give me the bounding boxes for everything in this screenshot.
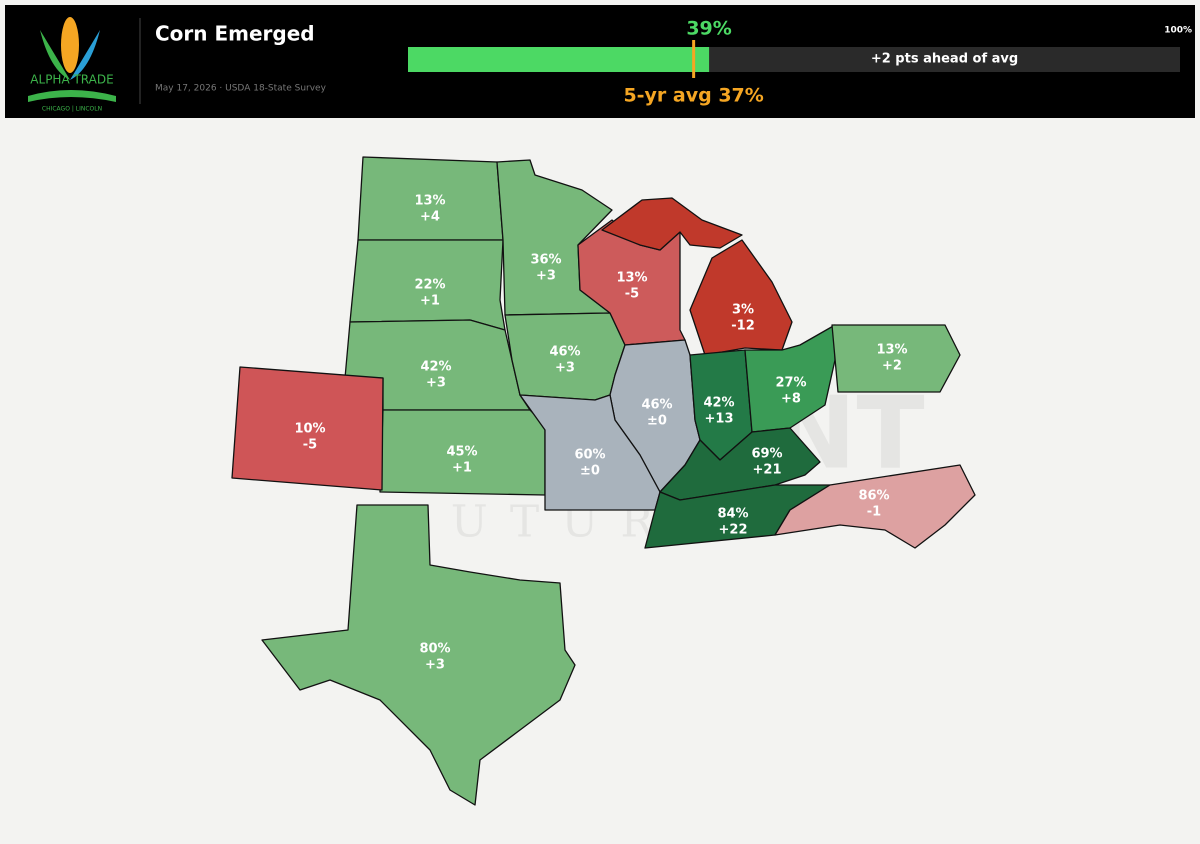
state-shape bbox=[519, 394, 661, 511]
state-pct: 13% bbox=[414, 194, 445, 209]
avg-label: 5-yr avg 37% bbox=[623, 85, 763, 107]
state-pct: 22% bbox=[414, 278, 445, 293]
state-change: +8 bbox=[781, 392, 801, 407]
state-change: ±0 bbox=[580, 464, 600, 479]
state-pct: 86% bbox=[858, 489, 889, 504]
logo-tagline: CHICAGO | LINCOLN bbox=[42, 106, 102, 113]
state-pct: 45% bbox=[446, 445, 477, 460]
state-change: +1 bbox=[452, 461, 472, 476]
state-change: +21 bbox=[753, 463, 782, 478]
map: 13%+422%+142%+345%+110%-536%+346%+313%-5… bbox=[231, 156, 976, 806]
state-change: +13 bbox=[705, 412, 734, 427]
state-pct: 46% bbox=[641, 398, 672, 413]
state-change: +3 bbox=[426, 376, 446, 391]
state-pct: 27% bbox=[775, 376, 806, 391]
state-change: +3 bbox=[425, 658, 445, 673]
state-change: -5 bbox=[303, 438, 317, 453]
state-change: -12 bbox=[731, 319, 755, 334]
logo-leaf bbox=[70, 30, 100, 80]
state-pct: 42% bbox=[703, 396, 734, 411]
state-shape bbox=[831, 324, 961, 393]
logo-corn bbox=[61, 17, 79, 73]
subtitle: May 17, 2026 · USDA 18-State Survey bbox=[155, 84, 327, 94]
state-pct: 42% bbox=[420, 360, 451, 375]
state-shape bbox=[231, 366, 384, 491]
progress-max: 100% bbox=[1164, 26, 1192, 36]
state-pct: 13% bbox=[876, 343, 907, 358]
progress-value: 39% bbox=[686, 18, 731, 40]
state-change: +2 bbox=[882, 359, 902, 374]
state-pct: 84% bbox=[717, 507, 748, 522]
progress-note: +2 pts ahead of avg bbox=[871, 52, 1018, 67]
state-change: +22 bbox=[719, 523, 748, 538]
title: Corn Emerged bbox=[155, 22, 315, 46]
state-pct: 3% bbox=[732, 303, 754, 318]
state-pct: 60% bbox=[574, 448, 605, 463]
state-shape bbox=[261, 504, 576, 806]
logo: ALPHA TRADE CHICAGO | LINCOLN bbox=[28, 17, 116, 113]
state-pct: 80% bbox=[419, 642, 450, 657]
state-pct: 36% bbox=[530, 253, 561, 268]
state-shape bbox=[774, 464, 976, 549]
progress-fill bbox=[408, 47, 710, 72]
state-pct: 10% bbox=[294, 422, 325, 437]
state-shape bbox=[601, 197, 743, 251]
state-change: -5 bbox=[625, 287, 639, 302]
state-shape bbox=[659, 427, 821, 501]
state-pct: 46% bbox=[549, 345, 580, 360]
state-pct: 69% bbox=[751, 447, 782, 462]
logo-leaf bbox=[40, 30, 70, 80]
state-shape bbox=[689, 239, 793, 356]
logo-field bbox=[28, 90, 116, 102]
state-change: ±0 bbox=[647, 414, 667, 429]
state-change: +3 bbox=[555, 361, 575, 376]
state-pct: 13% bbox=[616, 271, 647, 286]
state-change: -1 bbox=[867, 505, 881, 520]
state-change: +3 bbox=[536, 269, 556, 284]
logo-name: ALPHA TRADE bbox=[30, 73, 113, 87]
state-change: +4 bbox=[420, 210, 440, 225]
state-change: +1 bbox=[420, 294, 440, 309]
